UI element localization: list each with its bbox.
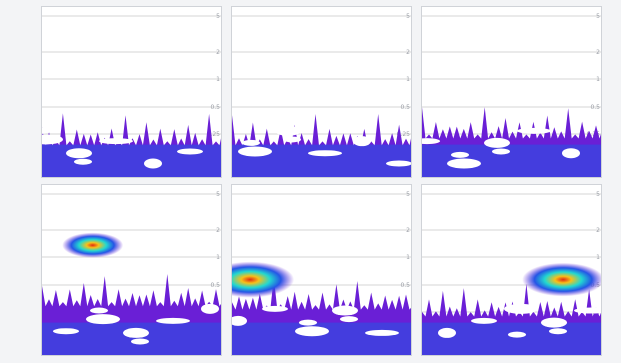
- low-power-gap: [508, 331, 526, 338]
- y-tick-label: 2: [406, 227, 410, 234]
- low-power-gap: [484, 137, 510, 148]
- y-tick-label: 1: [406, 76, 410, 83]
- y-tick-label: 0.5: [210, 282, 220, 289]
- power-band: [42, 322, 221, 355]
- low-power-gap: [156, 317, 190, 324]
- y-tick-label: 0.5: [590, 104, 600, 111]
- y-tick-label: 0.25: [207, 131, 221, 138]
- y-tick-label: 2: [596, 227, 600, 234]
- low-power-gap: [99, 138, 133, 145]
- y-tick-label: 0.5: [210, 104, 220, 111]
- low-power-gap: [42, 127, 51, 134]
- low-power-gap: [340, 316, 358, 323]
- y-tick-label: 5: [596, 13, 600, 20]
- low-power-gap: [238, 146, 272, 157]
- low-power-gap: [517, 127, 551, 134]
- low-power-gap: [451, 151, 469, 158]
- low-power-gap: [365, 329, 399, 336]
- y-tick-label: 5: [216, 191, 220, 198]
- low-power-gap: [574, 307, 601, 314]
- low-power-gap: [447, 158, 481, 169]
- y-tick-label: 5: [406, 13, 410, 20]
- power-peak: [232, 261, 295, 298]
- low-power-gap: [492, 148, 510, 155]
- low-power-gap: [504, 303, 538, 314]
- y-tick-label: 2: [216, 49, 220, 56]
- low-power-gap: [42, 134, 63, 145]
- y-tick-label: 1: [596, 254, 600, 261]
- low-power-gap: [232, 315, 247, 326]
- wavelet-panel-grid: 5 2 1 0.5 0.25 5 2 1 0.5 0.25 5 2 1 0.5 0.25 5 2 1 0.5 0…: [41, 6, 610, 363]
- panel-3-plot: 5 2 1 0.5 0.25: [422, 13, 601, 177]
- low-power-gap: [308, 150, 342, 157]
- y-tick-label: 0.5: [400, 104, 410, 111]
- panel-2: 5 2 1 0.5 0.25: [231, 6, 412, 178]
- low-power-gap: [131, 338, 149, 345]
- y-tick-label: 5: [596, 191, 600, 198]
- low-power-gap: [386, 160, 411, 167]
- low-power-gap: [262, 305, 288, 312]
- y-tick-label: 5: [216, 13, 220, 20]
- low-power-gap: [53, 328, 79, 335]
- low-power-gap: [422, 138, 440, 145]
- panel-3: 5 2 1 0.5 0.25: [421, 6, 602, 178]
- low-power-gap: [242, 139, 260, 146]
- y-tick-label: 2: [596, 49, 600, 56]
- low-power-gap: [86, 314, 120, 325]
- y-tick-label: 2: [216, 227, 220, 234]
- low-power-gap: [438, 327, 456, 338]
- low-power-gap: [123, 327, 149, 338]
- low-power-gap: [295, 326, 329, 337]
- low-power-gap: [562, 148, 580, 159]
- y-tick-label: 0.25: [397, 131, 411, 138]
- low-power-gap: [74, 158, 92, 165]
- low-power-gap: [353, 136, 371, 147]
- low-power-gap: [66, 148, 92, 159]
- low-power-gap: [90, 307, 108, 314]
- low-power-gap: [283, 136, 301, 143]
- y-tick-label: 1: [216, 254, 220, 261]
- power-peak: [62, 232, 124, 258]
- low-power-gap: [299, 319, 317, 326]
- y-tick-label: 1: [596, 76, 600, 83]
- low-power-gap: [332, 305, 358, 316]
- y-tick-label: 1: [406, 254, 410, 261]
- low-power-gap: [144, 158, 162, 169]
- low-power-gap: [177, 148, 203, 155]
- y-tick-label: 0.5: [400, 282, 410, 289]
- y-tick-label: 2: [406, 49, 410, 56]
- low-power-gap: [471, 317, 497, 324]
- low-power-gap: [201, 303, 219, 314]
- power-peak: [522, 262, 601, 297]
- y-tick-label: 0.25: [587, 131, 601, 138]
- y-tick-label: 5: [406, 191, 410, 198]
- low-power-gap: [549, 328, 567, 335]
- power-band: [422, 322, 601, 355]
- y-tick-label: 1: [216, 76, 220, 83]
- panel-2-plot: 5 2 1 0.5 0.25: [232, 13, 411, 177]
- panel-1: 5 2 1 0.5 0.25: [41, 6, 222, 178]
- low-power-gap: [541, 317, 567, 328]
- panel-1-plot: 5 2 1 0.5 0.25: [42, 13, 221, 177]
- low-power-gap: [275, 125, 301, 136]
